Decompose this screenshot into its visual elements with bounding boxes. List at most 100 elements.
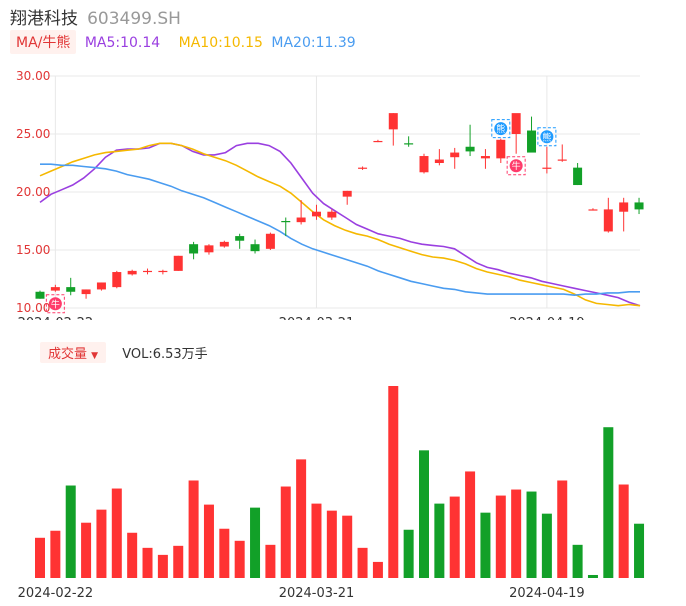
candle [66,277,76,296]
volume-bar [96,509,107,578]
marker-frame [506,156,526,176]
volume-bar [480,512,491,578]
candle [388,113,398,146]
candle [496,138,506,163]
candle [634,197,644,215]
ma20-line [40,163,640,297]
volume-bar [495,495,506,578]
price-chart[interactable]: 30.00 25.00 20.00 15.00 10.002024-02-22 2024-… [0,0,686,320]
candle-body [465,146,475,152]
volume-bar [403,529,414,578]
volume-bar [511,489,522,578]
x-tick-label: 2024-04-19 [509,586,585,601]
candle-body [603,209,613,232]
candle [327,209,337,220]
volume-bar [541,513,552,578]
candle [573,163,583,186]
candle [450,147,460,169]
candle-body [496,139,506,159]
candle [158,269,168,275]
candle-body [296,217,306,223]
volume-bar [388,386,399,578]
candle [189,241,199,260]
candle-body [96,282,106,290]
candle-body [557,159,567,161]
volume-bar [572,544,583,578]
ma-type-selector[interactable]: MA/牛熊 [10,30,77,54]
y-tick-label: 30.00 [16,69,50,83]
volume-bar [203,504,214,578]
ma5-label: MA5:10.14 [84,35,161,51]
candle [419,153,429,174]
candle [127,269,137,276]
candle-body [143,270,153,273]
y-tick-label: 15.00 [16,243,50,257]
volume-bar [603,427,614,578]
candle [358,166,368,170]
candle-body [189,244,199,254]
volume-bar [326,510,337,578]
candle-body [66,287,76,292]
x-tick-label: 2024-04-19 [509,316,585,320]
marker-frame [45,294,65,314]
volume-bar [618,484,629,578]
candle-body [388,113,398,130]
marker-label: 牛 [512,160,521,172]
volume-bar [449,496,460,578]
volume-legend: 成交量 ▼ VOL:6.53万手 [40,342,208,363]
volume-bar [234,540,245,578]
candle [373,139,383,143]
candle [480,149,490,169]
candle [434,149,444,166]
ma20-label: MA20:11.39 [271,35,356,51]
candle-body [311,211,321,217]
x-tick-label: 2024-03-21 [279,586,355,601]
candle-body [450,152,460,158]
y-tick-label: 10.00 [16,301,50,315]
candle-body [281,221,291,223]
candle [404,136,414,147]
volume-bar [188,480,199,578]
x-tick-label: 2024-03-21 [279,316,355,320]
marker-label: 牛 [51,298,60,310]
ma-legend: MA/牛熊 MA5:10.14 MA10:10.15 MA20:11.39 [10,30,356,56]
candle [511,113,521,154]
volume-indicator-selector[interactable]: 成交量 ▼ [40,342,107,363]
candle [265,232,275,250]
candle-body [434,159,444,163]
candle-body [235,236,245,241]
ma10-line [39,142,641,307]
volume-bar [50,530,61,578]
candle-body [373,140,383,143]
candle [143,268,153,275]
candle-body [219,241,229,247]
candle-body [588,209,598,211]
volume-bar [219,528,230,578]
marker-label: 熊 [542,131,551,143]
candle-body [250,244,260,252]
volume-bar [526,491,537,578]
volume-bar [173,545,184,578]
candle [588,208,598,211]
candle-body [50,287,60,291]
candle-body [480,156,490,159]
candle-body [204,245,214,253]
bear-icon: 熊 [491,119,511,139]
bull-icon: 牛 [506,156,526,176]
candle [50,284,60,292]
candle [465,124,475,157]
candle [542,146,552,174]
candle-body [173,255,183,271]
volume-bar [35,537,45,578]
x-tick-label: 2024-02-22 [18,586,94,601]
marker-frame [537,127,557,147]
volume-bar [587,574,598,578]
volume-label: 成交量 [48,347,88,362]
marker-dot [540,130,554,144]
candle-body [127,270,137,275]
y-tick-label: 25.00 [16,127,50,141]
marker-dot [494,122,508,136]
candle-body [342,190,352,197]
candle [557,144,567,162]
